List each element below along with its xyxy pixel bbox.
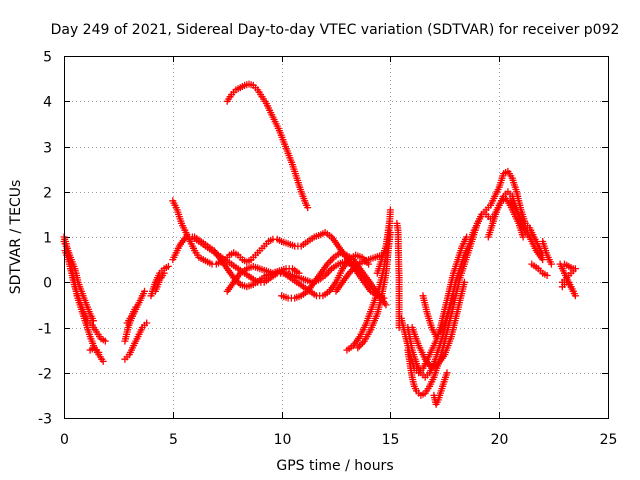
chart-title: Day 249 of 2021, Sidereal Day-to-day VTE…: [51, 22, 620, 38]
data-point: [141, 287, 148, 295]
y-axis-label: SDTVAR / TECUs: [8, 180, 24, 295]
tick-labels: 0 5 10 15 20 25 -3 -2 -1 0 1 2 3 4 5: [38, 50, 617, 449]
data-point: [382, 301, 390, 309]
data-point: [95, 348, 103, 356]
data-point: [460, 278, 468, 286]
data-point: [89, 317, 97, 325]
data-point: [328, 255, 336, 263]
series-t1-c: [123, 303, 140, 327]
y-tick-label: 3: [43, 141, 52, 157]
series-t1-e: [151, 269, 168, 295]
series-t1-a: [121, 319, 151, 363]
y-tick-label: 0: [43, 276, 52, 292]
y-tick-label: -3: [38, 412, 52, 428]
y-tick-label: 1: [43, 231, 52, 247]
series-t2-i: [373, 219, 393, 277]
y-tick-label: 4: [43, 95, 52, 111]
y-tick-label: -2: [38, 367, 52, 383]
series-t4-f: [430, 369, 451, 408]
data-point: [547, 260, 555, 268]
y-tick-label: 2: [43, 186, 52, 202]
x-tick-label: 20: [491, 432, 509, 448]
series-t4-e: [419, 292, 457, 341]
series-t2-j: [393, 219, 403, 331]
data-point: [519, 233, 527, 241]
series-t4-i: [528, 260, 551, 279]
x-axis-label: GPS time / hours: [276, 458, 393, 474]
data-point: [160, 269, 168, 277]
y-tick-label: 5: [43, 50, 52, 66]
data-point: [385, 219, 393, 227]
x-tick-label: 0: [60, 432, 69, 448]
data-point: [386, 206, 394, 214]
data-point: [569, 265, 577, 273]
data-point: [571, 292, 579, 300]
x-tick-label: 15: [382, 432, 400, 448]
x-tick-label: 10: [274, 432, 292, 448]
data-point: [101, 337, 109, 345]
x-tick-label: 25: [600, 432, 618, 448]
data-point: [323, 260, 331, 268]
plot-frame: [64, 56, 609, 419]
data-point: [443, 369, 451, 377]
data-point: [164, 262, 172, 270]
series-t4-j: [539, 238, 555, 268]
x-tick-label: 5: [169, 432, 178, 448]
y-tick-label: -1: [38, 322, 52, 338]
data-point: [463, 233, 471, 241]
data-point: [327, 257, 335, 265]
data-point: [99, 357, 107, 365]
data-point: [539, 256, 547, 264]
series-t5-c: [558, 278, 579, 300]
series-t0-d: [86, 344, 103, 356]
series-t2-a: [169, 197, 388, 302]
series-t5-d: [561, 260, 577, 273]
series-t4-h: [506, 197, 547, 264]
series-t4-d: [408, 278, 468, 372]
series-t0-c: [60, 238, 97, 325]
data-markers: [60, 80, 579, 408]
data-point: [143, 319, 151, 327]
data-point: [304, 204, 312, 212]
data-point: [543, 272, 551, 279]
data-point: [450, 292, 457, 300]
data-point: [132, 303, 140, 311]
series-t3-peak: [223, 80, 312, 212]
